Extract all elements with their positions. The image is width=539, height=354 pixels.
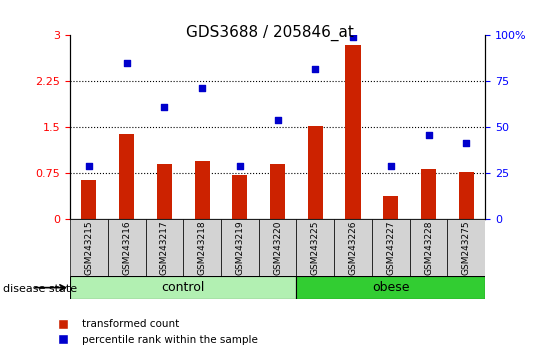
Text: GSM243219: GSM243219 (236, 221, 244, 275)
Point (311, 66, 320, 72)
Bar (421, 169, 436, 219)
FancyBboxPatch shape (146, 219, 183, 276)
Text: control: control (162, 281, 205, 294)
Point (160, 104, 169, 110)
FancyBboxPatch shape (296, 219, 334, 276)
Bar (345, 45, 361, 219)
Text: GSM243216: GSM243216 (122, 221, 131, 275)
Point (236, 163, 244, 169)
Text: GSM243225: GSM243225 (311, 221, 320, 275)
Bar (270, 164, 285, 219)
FancyBboxPatch shape (334, 219, 372, 276)
Text: GSM243226: GSM243226 (349, 221, 357, 275)
Text: GSM243218: GSM243218 (198, 221, 206, 275)
Point (349, 34, 357, 39)
Text: GSM243228: GSM243228 (424, 221, 433, 275)
FancyBboxPatch shape (259, 219, 296, 276)
Bar (157, 164, 172, 219)
Bar (81, 179, 96, 219)
Text: disease state: disease state (3, 284, 77, 293)
Bar (119, 133, 134, 219)
FancyBboxPatch shape (296, 276, 485, 299)
Bar (459, 172, 474, 219)
Bar (308, 126, 323, 219)
Text: GDS3688 / 205846_at: GDS3688 / 205846_at (185, 25, 354, 41)
Point (198, 85, 206, 90)
FancyBboxPatch shape (70, 219, 108, 276)
Point (386, 163, 395, 169)
Point (462, 140, 471, 145)
FancyBboxPatch shape (410, 219, 447, 276)
FancyBboxPatch shape (70, 276, 296, 299)
Bar (195, 161, 210, 219)
Point (273, 117, 282, 123)
Text: GSM243275: GSM243275 (462, 221, 471, 275)
FancyBboxPatch shape (183, 219, 221, 276)
FancyBboxPatch shape (447, 219, 485, 276)
Point (424, 132, 433, 138)
Legend: transformed count, percentile rank within the sample: transformed count, percentile rank withi… (49, 315, 262, 349)
Text: GSM243220: GSM243220 (273, 221, 282, 275)
Text: GSM243217: GSM243217 (160, 221, 169, 275)
Bar (383, 196, 398, 219)
Text: GSM243227: GSM243227 (386, 221, 395, 275)
FancyBboxPatch shape (108, 219, 146, 276)
Point (122, 60, 131, 66)
Text: obese: obese (372, 281, 410, 294)
FancyBboxPatch shape (221, 219, 259, 276)
Bar (232, 175, 247, 219)
FancyBboxPatch shape (372, 219, 410, 276)
Point (85, 163, 93, 169)
Text: GSM243215: GSM243215 (85, 221, 93, 275)
